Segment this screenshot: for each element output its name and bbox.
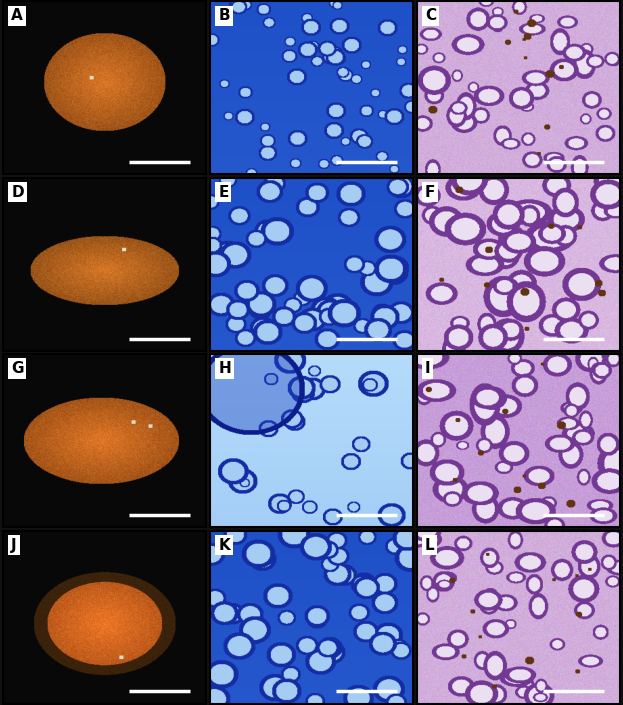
Text: I: I <box>425 361 430 376</box>
Text: J: J <box>11 537 17 553</box>
Text: F: F <box>425 185 435 200</box>
Text: A: A <box>11 8 23 23</box>
Text: L: L <box>425 537 435 553</box>
Text: G: G <box>11 361 24 376</box>
Text: K: K <box>218 537 230 553</box>
Text: C: C <box>425 8 436 23</box>
Text: E: E <box>218 185 229 200</box>
Text: D: D <box>11 185 24 200</box>
Text: H: H <box>218 361 231 376</box>
Text: B: B <box>218 8 230 23</box>
